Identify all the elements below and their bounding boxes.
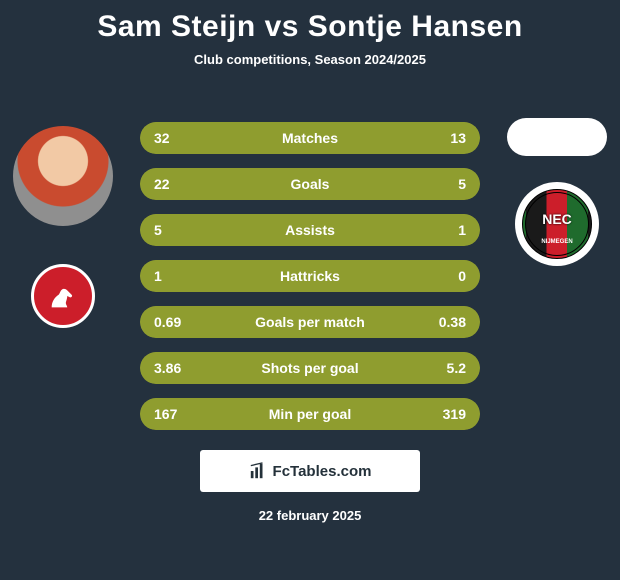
footer-brand-text: FcTables.com [273,463,372,480]
title-vs: vs [265,10,299,43]
stat-value-right: 319 [443,398,466,430]
player2-photo-placeholder [507,118,607,156]
date-text: 22 february 2025 [0,508,620,523]
stat-row: 3.86Shots per goal5.2 [140,352,480,384]
stat-row: 0.69Goals per match0.38 [140,306,480,338]
player1-photo-placeholder [13,126,113,226]
club2-abbrev: NEC [526,211,588,227]
right-column-avatars: NEC NIJMEGEN [502,118,612,266]
stat-label: Shots per goal [140,352,480,384]
title-player-right: Sontje Hansen [308,10,523,43]
horse-icon [46,279,80,313]
stat-row: 5Assists1 [140,214,480,246]
stat-label: Assists [140,214,480,246]
player2-club-badge: NEC NIJMEGEN [515,182,599,266]
left-column-avatars [8,126,118,336]
club2-subtext: NIJMEGEN [526,239,588,245]
stat-label: Hattricks [140,260,480,292]
player1-photo [13,126,113,226]
stat-value-right: 0 [458,260,466,292]
stat-row: 167Min per goal319 [140,398,480,430]
stat-value-right: 5.2 [447,352,466,384]
stat-row: 32Matches13 [140,122,480,154]
stat-value-right: 1 [458,214,466,246]
club1-badge-inner [31,264,95,328]
stat-label: Min per goal [140,398,480,430]
bar-chart-icon [249,462,267,480]
title-player-left: Sam Steijn [97,10,255,43]
player1-club-badge [23,256,103,336]
subtitle: Club competitions, Season 2024/2025 [0,52,620,67]
stat-label: Goals per match [140,306,480,338]
stat-value-right: 0.38 [439,306,466,338]
stat-row: 22Goals5 [140,168,480,200]
page-title: Sam Steijn vs Sontje Hansen [0,0,620,44]
stat-label: Matches [140,122,480,154]
footer-brand-box: FcTables.com [200,450,420,492]
stat-value-right: 5 [458,168,466,200]
club2-badge-inner: NEC NIJMEGEN [522,189,592,259]
stat-rows: 32Matches1322Goals55Assists11Hattricks00… [140,122,480,430]
stat-row: 1Hattricks0 [140,260,480,292]
stat-value-right: 13 [450,122,466,154]
stat-label: Goals [140,168,480,200]
